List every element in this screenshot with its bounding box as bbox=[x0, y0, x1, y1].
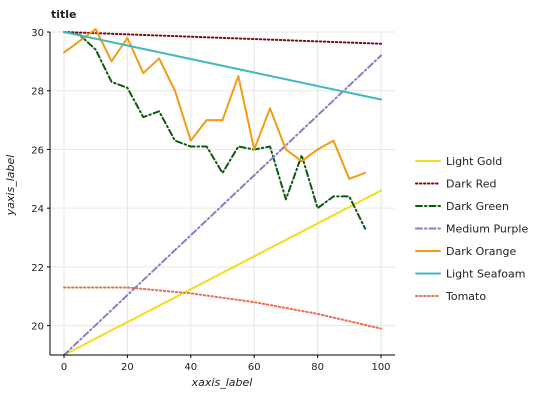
x-tick-label: 0 bbox=[61, 362, 67, 373]
series-line-light-seafoam bbox=[63, 31, 382, 101]
series-layer bbox=[63, 28, 382, 356]
y-tick-label: 24 bbox=[31, 204, 44, 215]
legend: Light Gold Dark Red Dark Green Medium Purpl… bbox=[415, 155, 528, 303]
y-axis-title: yaxis_label bbox=[4, 155, 17, 217]
chart-title: title bbox=[51, 8, 77, 21]
y-tick-label: 22 bbox=[31, 263, 44, 274]
x-tick-label: 80 bbox=[311, 362, 324, 373]
legend-label-medium-purple: Medium Purple bbox=[446, 223, 528, 236]
x-tick-label: 60 bbox=[248, 362, 261, 373]
series-line-tomato bbox=[63, 286, 382, 330]
x-tick-label: 40 bbox=[184, 362, 197, 373]
legend-label-dark-red: Dark Red bbox=[446, 178, 497, 191]
series-line-medium-purple bbox=[63, 54, 382, 356]
x-tick-label: 100 bbox=[371, 362, 390, 373]
axes: 20 22 24 26 28 30 0 20 40 60 80 100 bbox=[31, 28, 395, 373]
legend-label-dark-green: Dark Green bbox=[446, 200, 509, 213]
grid bbox=[50, 31, 395, 355]
legend-label-dark-orange: Dark Orange bbox=[446, 245, 516, 258]
legend-label-tomato: Tomato bbox=[445, 290, 486, 303]
legend-label-light-gold: Light Gold bbox=[446, 155, 502, 168]
series-line-dark-orange bbox=[63, 28, 367, 180]
y-tick-label: 20 bbox=[31, 322, 44, 333]
series-line-dark-green bbox=[63, 31, 367, 230]
series-line-dark-red bbox=[63, 31, 382, 45]
y-tick-label: 28 bbox=[31, 87, 44, 98]
legend-label-light-seafoam: Light Seafoam bbox=[446, 268, 526, 281]
x-axis-title: xaxis_label bbox=[191, 376, 253, 389]
y-tick-label: 26 bbox=[31, 145, 44, 156]
series-line-light-gold bbox=[63, 189, 382, 356]
y-tick-label: 30 bbox=[31, 28, 44, 39]
x-tick-label: 20 bbox=[121, 362, 134, 373]
